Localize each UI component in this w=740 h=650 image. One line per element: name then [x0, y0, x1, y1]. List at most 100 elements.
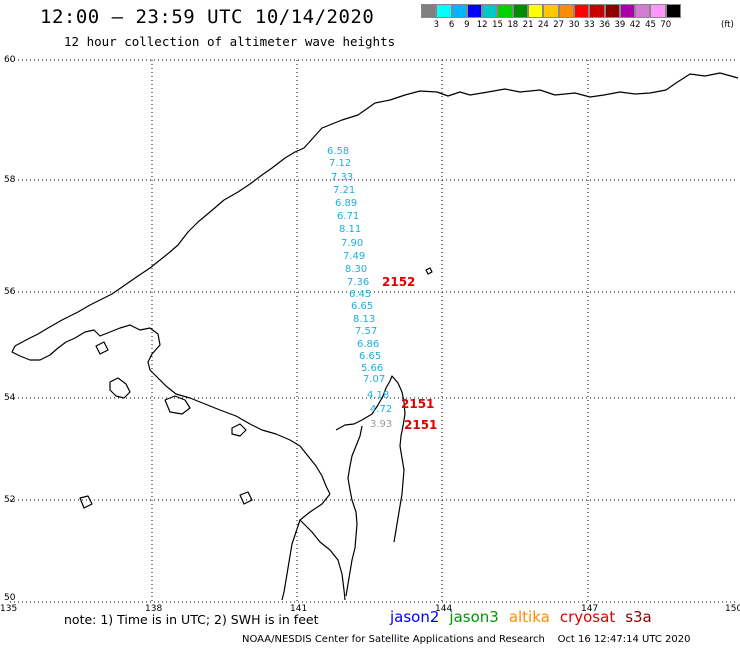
color-scale-label: 15: [492, 20, 503, 30]
sakhalin-coast: [335, 375, 406, 543]
wave-height-label: 6.65: [351, 301, 373, 312]
color-scale-swatch: [436, 4, 452, 18]
island-7: [425, 267, 433, 275]
color-scale-labels: (ft) 3 6 9 12 15 18 21 24 27 30 33 36 39 42 45 70: [421, 20, 734, 34]
color-scale-swatches: [421, 4, 682, 18]
color-scale-label: 18: [507, 20, 519, 30]
map-subtitle: 12 hour collection of altimeter wave hei…: [64, 34, 396, 49]
wave-height-label: 7.33: [331, 172, 353, 183]
lat-label: 52: [4, 495, 15, 505]
coastline: [11, 72, 739, 601]
wave-height-labels: 6.587.12 7.33 7.21 6.89 6.71 8.11 7.90 7.49 8.30…: [327, 146, 392, 430]
color-scale-swatch: [573, 4, 590, 18]
legend-jason2: jason2: [390, 608, 440, 626]
color-scale-swatch: [512, 4, 529, 18]
color-scale-swatch: [497, 4, 513, 18]
wave-height-label: 7.21: [333, 185, 355, 196]
lon-label: 141: [290, 604, 307, 614]
legend-s3a: s3a: [625, 608, 652, 626]
mainland-south: [281, 493, 331, 601]
island-5: [239, 491, 253, 505]
lon-label: 138: [145, 604, 162, 614]
wave-height-label: 7.07: [363, 374, 385, 385]
color-scale-swatch: [421, 4, 437, 18]
color-scale-label: 45: [645, 20, 656, 30]
lat-label: 56: [4, 287, 16, 297]
lat-label: 60: [4, 55, 16, 65]
satellite-legend: jason2 jason3 altika cryosat s3a: [390, 608, 662, 626]
legend-cryosat: cryosat: [559, 608, 616, 626]
pass-time-label: 2151: [401, 397, 434, 411]
color-scale-swatch: [650, 4, 666, 18]
legend-altika: altika: [508, 608, 550, 626]
wave-height-label: 8.11: [339, 224, 361, 235]
lon-label: 144: [435, 604, 452, 614]
wave-height-label: 8.30: [345, 264, 367, 275]
wave-height-label: 6.71: [337, 211, 359, 222]
color-scale-swatch: [543, 4, 559, 18]
island-3: [231, 423, 247, 437]
color-scale-label: 36: [599, 20, 611, 30]
island-4: [95, 341, 109, 355]
color-scale-label: 27: [553, 20, 565, 30]
wave-height-label: 7.57: [355, 326, 377, 337]
lat-label: 58: [4, 175, 16, 185]
map-title: 12:00 – 23:59 UTC 10/14/2020: [40, 6, 375, 28]
wave-height-label: 4.72: [370, 404, 392, 415]
color-scale-label: 21: [522, 20, 534, 30]
color-scale-unit: (ft): [721, 20, 734, 30]
lat-label: 54: [4, 393, 16, 403]
wave-height-label: 7.12: [329, 158, 351, 169]
color-scale-label: 33: [583, 20, 595, 30]
wave-height-label: 6.45: [349, 289, 371, 300]
color-scale-swatch: [558, 4, 574, 18]
wave-height-color-scale: (ft) 3 6 9 12 15 18 21 24 27 30 33 36 39 42 45 70: [421, 4, 734, 34]
northern-coastline: [11, 72, 739, 495]
lon-label: 135: [0, 604, 17, 614]
color-scale-swatch: [604, 4, 620, 18]
bay-inlet: [299, 519, 346, 601]
lat-label: 50: [4, 593, 16, 603]
wave-height-label: 6.58: [327, 146, 349, 157]
wave-height-label: 6.65: [359, 351, 381, 362]
wave-height-label: 6.89: [335, 198, 357, 209]
color-scale-swatch: [665, 4, 682, 18]
color-scale-label: 70: [660, 20, 672, 30]
color-scale-swatch: [482, 4, 498, 18]
wave-height-label: 5.66: [361, 363, 383, 374]
wave-height-label: 4.18: [367, 390, 389, 401]
island-2: [164, 395, 191, 415]
graticule: [10, 59, 738, 602]
map-note: note: 1) Time is in UTC; 2) SWH is in fe…: [64, 612, 319, 627]
wave-height-label: 7.36: [347, 277, 369, 288]
color-scale-swatch: [635, 4, 651, 18]
color-scale-swatch: [451, 4, 467, 18]
pass-time-label: 2151: [404, 418, 437, 432]
pass-time-label: 2152: [382, 275, 415, 289]
lon-label: 150: [725, 604, 740, 614]
sakhalin-west: [345, 425, 363, 597]
island-1: [109, 377, 131, 399]
color-scale-label: 30: [568, 20, 580, 30]
color-scale-label: 6: [448, 20, 455, 30]
color-scale-swatch: [528, 4, 544, 18]
color-scale-swatch: [619, 4, 636, 18]
wave-height-label: 7.90: [341, 238, 363, 249]
color-scale-label: 3: [433, 20, 440, 30]
credit-footer: NOAA/NESDIS Center for Satellite Applica…: [242, 634, 691, 645]
color-scale-label: 42: [629, 20, 641, 30]
wave-height-label: 6.86: [357, 339, 379, 350]
pass-labels: 2152 2151 2151: [382, 275, 437, 432]
color-scale-swatch: [466, 4, 483, 18]
color-scale-label: 24: [537, 20, 549, 30]
color-scale-label: 9: [464, 20, 470, 30]
wave-height-label: 7.49: [343, 251, 365, 262]
wave-height-label: 3.93: [370, 419, 392, 430]
color-scale-label: 39: [614, 20, 626, 30]
wave-height-label: 8.13: [353, 314, 375, 325]
legend-jason3: jason3: [449, 608, 499, 626]
island-6: [79, 495, 93, 509]
color-scale-label: 12: [476, 20, 488, 30]
color-scale-swatch: [589, 4, 605, 18]
